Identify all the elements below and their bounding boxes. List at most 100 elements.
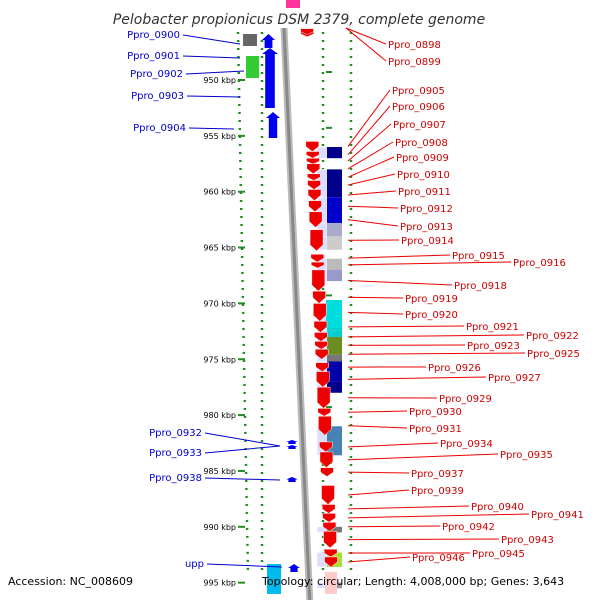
cog-block: [327, 147, 342, 159]
cog-block: [327, 330, 342, 337]
reverse-gene-label-Ppro_0940: Ppro_0940: [471, 502, 524, 513]
reverse-gene-Ppro_0916: [310, 261, 325, 269]
reverse-gene-label-line: [347, 453, 499, 461]
reverse-gene-Ppro_0941: [322, 513, 336, 523]
reverse-gene-Ppro_0934: [319, 441, 333, 453]
forward-gene-block: [267, 564, 281, 594]
scale-tick-label: 965 kbp: [203, 244, 236, 253]
forward-gene-label-line: [204, 445, 281, 454]
reverse-gene-Ppro_0935: [319, 451, 334, 468]
reverse-gene-Ppro_0927: [316, 371, 330, 388]
reverse-gene-label-line: [347, 261, 512, 266]
reverse-gene-Ppro_0905: [305, 141, 320, 152]
reverse-gene-label-line: [347, 219, 399, 227]
scale-tick-label: 990 kbp: [203, 523, 236, 532]
reverse-gene-label-Ppro_0941: Ppro_0941: [531, 510, 584, 521]
reverse-gene-Ppro_0909: [306, 173, 321, 181]
reverse-gene-Ppro_0906: [305, 151, 320, 159]
reverse-gene-label-Ppro_0910: Ppro_0910: [397, 170, 450, 181]
reverse-gene-Ppro_0939: [321, 485, 335, 505]
forward-gene-label-line: [188, 127, 235, 130]
reverse-gene-label-Ppro_0914: Ppro_0914: [401, 236, 454, 247]
reverse-gene-label-Ppro_0939: Ppro_0939: [411, 486, 464, 497]
accession-label: Accession: NC_008609: [8, 575, 134, 588]
forward-gene-Ppro_0902: [246, 56, 259, 78]
forward-gene-Ppro_0938: [286, 477, 298, 482]
cog-block: [327, 169, 342, 198]
forward-gene-label-Ppro_0900: Ppro_0900: [127, 30, 180, 41]
cog-block: [326, 300, 342, 328]
forward-gene-label-line: [206, 563, 283, 568]
forward-gene-label-Ppro_0932: Ppro_0932: [149, 428, 202, 439]
reverse-gene-label-line: [347, 254, 451, 259]
scale-tick-label: 980 kbp: [203, 411, 236, 420]
reverse-gene-Ppro_0931: [318, 415, 332, 436]
reverse-gene-label-line: [347, 89, 391, 147]
forward-gene-label-line: [204, 477, 281, 481]
reverse-gene-label-Ppro_0921: Ppro_0921: [466, 322, 519, 333]
reverse-gene-labels: Ppro_0898 Ppro_0899 Ppro_0905 Ppro_0906 Ppro…: [345, 27, 584, 564]
reverse-gene-label-Ppro_0912: Ppro_0912: [400, 204, 453, 215]
reverse-gene-label-line: [347, 296, 404, 299]
forward-gene-label-line: [186, 95, 241, 98]
scale-tick-label: 995 kbp: [203, 579, 236, 588]
forward-gene-Ppro_0904: [266, 112, 280, 138]
cog-block: [327, 269, 342, 282]
reverse-gene-Ppro_0922: [314, 332, 328, 342]
reverse-gene-label-line: [347, 425, 408, 429]
reverse-gene-Ppro_0942: [322, 522, 337, 532]
reverse-gene-label-line: [347, 105, 391, 156]
forward-gene-label-Ppro_0933: Ppro_0933: [149, 448, 202, 459]
reverse-gene-label-Ppro_0934: Ppro_0934: [440, 439, 493, 450]
forward-gene-Ppro_0900: [243, 34, 257, 46]
reverse-gene-label-Ppro_0942: Ppro_0942: [442, 522, 495, 533]
scale-tick-label: 950 kbp: [203, 76, 236, 85]
reverse-gene-label-Ppro_0919: Ppro_0919: [405, 294, 458, 305]
cog-block: [327, 197, 342, 223]
topology-label: Topology: circular; Length: 4,008,000 bp…: [262, 575, 565, 588]
forward-gene-label-line: [182, 55, 241, 59]
reverse-gene-Ppro_0919: [312, 290, 326, 304]
reverse-gene-label-Ppro_0937: Ppro_0937: [411, 469, 464, 480]
reverse-gene-Ppro_0925: [314, 348, 329, 360]
reverse-gene-label-Ppro_0946: Ppro_0946: [412, 553, 465, 564]
forward-genes: [243, 0, 300, 594]
reverse-gene-Ppro_0926: [315, 362, 330, 372]
scale-tick-label: 970 kbp: [203, 299, 236, 308]
reverse-gene-Ppro_0929: [316, 386, 331, 409]
backbone-line: [282, 27, 312, 600]
cog-block: [327, 236, 342, 250]
reverse-gene-label-line: [345, 27, 387, 62]
forward-gene-Ppro_0901: [262, 34, 275, 48]
reverse-genes: [300, 28, 338, 568]
reverse-gene-label-line: [347, 156, 395, 178]
reverse-gene-label-Ppro_0898: Ppro_0898: [388, 40, 441, 51]
forward-gene-label-line: [204, 432, 281, 447]
reverse-gene-label-line: [347, 556, 411, 563]
reverse-gene-label-Ppro_0930: Ppro_0930: [409, 407, 462, 418]
reverse-gene-label-Ppro_0927: Ppro_0927: [488, 373, 541, 384]
map-title: Pelobacter propionicus DSM 2379, complet…: [113, 12, 485, 28]
reverse-gene-label-Ppro_0916: Ppro_0916: [513, 258, 566, 269]
reverse-gene-label-line: [347, 311, 404, 315]
forward-gene-label-Ppro_0901: Ppro_0901: [127, 51, 180, 62]
scale-tick-label: 960 kbp: [203, 188, 236, 197]
reverse-gene-label-Ppro_0899: Ppro_0899: [388, 57, 441, 68]
reverse-gene-label-Ppro_0925: Ppro_0925: [527, 349, 580, 360]
reverse-gene-label-Ppro_0918: Ppro_0918: [454, 281, 507, 292]
forward-gene-labels: Ppro_0900 Ppro_0901 Ppro_0902 Ppro_0903 Ppro…: [127, 30, 283, 570]
forward-gene-Ppro_0933: [286, 445, 298, 449]
reverse-gene-Ppro_0915: [310, 254, 325, 263]
cog-block: [327, 354, 342, 362]
reverse-gene-label-Ppro_0911: Ppro_0911: [398, 187, 451, 198]
reverse-gene-Ppro_0918: [311, 269, 326, 292]
reverse-gene-label-Ppro_0931: Ppro_0931: [409, 424, 462, 435]
scale-tick-label: 955 kbp: [203, 132, 236, 141]
reverse-gene-Ppro_0923: [314, 341, 329, 350]
reverse-gene-label-line: [347, 205, 399, 209]
cog-block: [327, 222, 342, 237]
reverse-gene-label-Ppro_0909: Ppro_0909: [396, 153, 449, 164]
reverse-gene-Ppro_0914: [309, 229, 324, 252]
forward-gene-Ppro_0932: [286, 440, 298, 444]
